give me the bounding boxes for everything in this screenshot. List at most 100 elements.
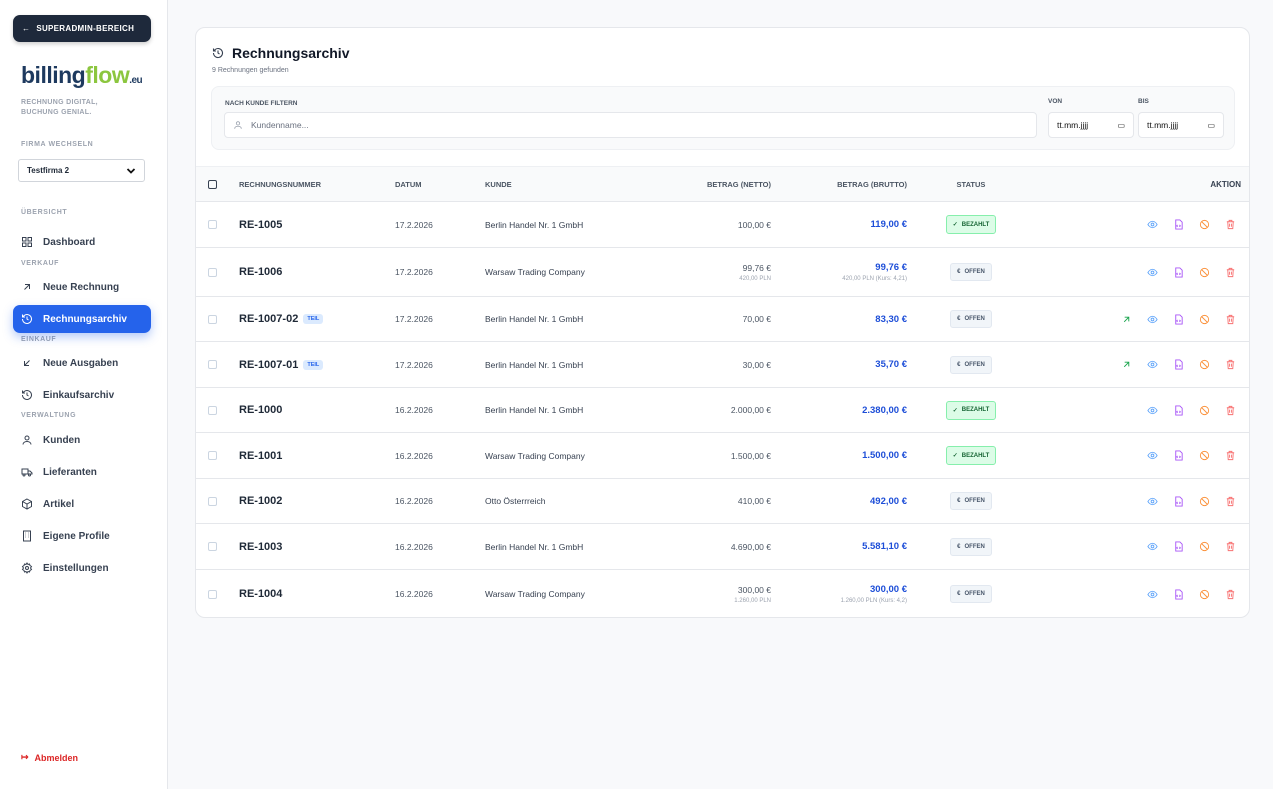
file-xml-icon[interactable] — [1173, 313, 1184, 325]
status-badge: € OFFEN — [950, 537, 992, 556]
status-text: OFFEN — [964, 269, 985, 275]
table-row: RE-1001 16.2.2026 Warsaw Trading Company… — [196, 433, 1249, 479]
invoice-number[interactable]: RE-1006 — [239, 266, 395, 278]
invoice-number[interactable]: RE-1001 — [239, 450, 395, 462]
file-xml-icon[interactable] — [1173, 541, 1184, 552]
table-row: RE-1005 17.2.2026 Berlin Handel Nr. 1 Gm… — [196, 202, 1249, 248]
cancel-icon[interactable] — [1199, 314, 1210, 325]
status-text: OFFEN — [964, 316, 985, 322]
row-checkbox[interactable] — [208, 496, 217, 506]
cancel-icon[interactable] — [1199, 541, 1210, 552]
trash-icon[interactable] — [1225, 405, 1236, 416]
sidebar-item-dashboard[interactable]: Dashboard — [13, 228, 151, 256]
firma-select[interactable]: Testfirma 2 — [18, 159, 145, 182]
cancel-icon[interactable] — [1199, 496, 1210, 507]
col-number[interactable]: RECHNUNGSNUMMER — [239, 179, 322, 189]
eye-icon[interactable] — [1147, 314, 1158, 325]
sidebar-item-lieferanten[interactable]: Lieferanten — [13, 458, 151, 486]
sidebar-item-einkaufsarchiv[interactable]: Einkaufsarchiv — [13, 381, 151, 409]
eye-icon[interactable] — [1147, 405, 1158, 416]
eye-icon[interactable] — [1147, 541, 1158, 552]
row-checkbox[interactable] — [208, 542, 217, 551]
logout-button[interactable]: ↦ Abmelden — [21, 752, 78, 763]
trash-icon[interactable] — [1225, 589, 1236, 600]
col-net[interactable]: BETRAG (NETTO) — [706, 179, 771, 189]
cancel-icon[interactable] — [1199, 405, 1210, 416]
amount-gross: 35,70 € — [875, 359, 907, 370]
amount-net: 300,00 € — [737, 584, 771, 595]
invoice-customer: Berlin Handel Nr. 1 GmbH — [485, 219, 584, 230]
title-text: Rechnungsarchiv — [232, 45, 350, 61]
cancel-icon[interactable] — [1199, 359, 1210, 370]
arrow-up-right-icon[interactable] — [1121, 359, 1132, 370]
arrow-up-right-icon[interactable] — [1121, 314, 1132, 325]
eye-icon[interactable] — [1147, 359, 1158, 370]
invoice-number[interactable]: RE-1004 — [239, 588, 395, 600]
cancel-icon[interactable] — [1199, 267, 1210, 278]
trash-icon[interactable] — [1225, 267, 1236, 278]
sidebar-item-kunden[interactable]: Kunden — [13, 426, 151, 454]
grid-icon — [22, 237, 32, 247]
cancel-icon[interactable] — [1199, 589, 1210, 600]
file-xml-icon[interactable] — [1173, 588, 1184, 600]
invoice-number[interactable]: RE-1007-01 TEIL — [239, 359, 395, 371]
trash-icon[interactable] — [1225, 496, 1236, 507]
trash-icon[interactable] — [1225, 314, 1236, 325]
row-checkbox[interactable] — [208, 360, 217, 369]
select-all-checkbox[interactable] — [208, 179, 217, 189]
row-checkbox[interactable] — [208, 589, 217, 599]
eye-icon[interactable] — [1147, 267, 1158, 278]
file-xml-icon[interactable] — [1173, 219, 1184, 230]
superadmin-button[interactable]: ← SUPERADMIN-BEREICH — [13, 15, 151, 42]
trash-icon[interactable] — [1225, 541, 1236, 552]
invoice-number[interactable]: RE-1003 — [239, 541, 395, 553]
row-checkbox[interactable] — [208, 405, 217, 415]
trash-icon[interactable] — [1225, 219, 1236, 230]
amount-net: 1.500,00 € — [730, 450, 771, 461]
row-checkbox[interactable] — [208, 314, 217, 324]
customer-filter-input[interactable]: Kundenname... — [224, 112, 1037, 138]
amount-gross-foreign: 420,00 PLN (Kurs: 4,21) — [842, 276, 907, 282]
row-checkbox[interactable] — [208, 451, 217, 460]
col-status[interactable]: STATUS — [956, 179, 986, 189]
invoice-customer: Warsaw Trading Company — [485, 589, 585, 599]
to-date-input[interactable]: tt.mm.jjjj ▭ — [1138, 112, 1224, 138]
col-date[interactable]: DATUM — [395, 179, 422, 189]
sidebar-item-einstellungen[interactable]: Einstellungen — [13, 554, 151, 582]
amount-net: 410,00 € — [737, 496, 771, 506]
sidebar-item-neue-ausgaben[interactable]: Neue Ausgaben — [13, 349, 151, 377]
sidebar-item-rechnungsarchiv[interactable]: Rechnungsarchiv — [13, 305, 151, 333]
eye-icon[interactable] — [1147, 450, 1158, 461]
partial-badge: TEIL — [303, 314, 324, 324]
trash-icon[interactable] — [1225, 359, 1236, 370]
from-date-input[interactable]: tt.mm.jjjj ▭ — [1048, 112, 1134, 138]
invoice-customer: Warsaw Trading Company — [485, 267, 585, 277]
eye-icon[interactable] — [1147, 496, 1158, 507]
invoice-number[interactable]: RE-1007-02 TEIL — [239, 313, 395, 325]
invoice-number[interactable]: RE-1000 — [239, 404, 395, 416]
trash-icon[interactable] — [1225, 450, 1236, 461]
eye-icon[interactable] — [1147, 219, 1158, 230]
status-badge: ✓ BEZAHLT — [945, 215, 997, 234]
invoice-number-text: RE-1005 — [239, 218, 283, 231]
eye-icon[interactable] — [1147, 589, 1158, 600]
status-badge: € OFFEN — [950, 310, 992, 328]
file-xml-icon[interactable] — [1173, 404, 1184, 416]
cancel-icon[interactable] — [1199, 219, 1210, 230]
file-xml-icon[interactable] — [1173, 359, 1184, 370]
col-customer[interactable]: KUNDE — [485, 179, 512, 189]
file-xml-icon[interactable] — [1173, 495, 1184, 507]
cancel-icon[interactable] — [1199, 450, 1210, 461]
sidebar-item-neue-rechnung[interactable]: Neue Rechnung — [13, 273, 151, 301]
invoice-number[interactable]: RE-1002 — [239, 495, 395, 507]
row-checkbox[interactable] — [208, 267, 217, 277]
tagline: RECHNUNG DIGITAL, BUCHUNG GENIAL. — [21, 98, 98, 118]
invoice-number[interactable]: RE-1005 — [239, 219, 395, 231]
row-checkbox[interactable] — [208, 220, 217, 229]
col-gross[interactable]: BETRAG (BRUTTO) — [837, 179, 907, 189]
file-xml-icon[interactable] — [1173, 266, 1184, 278]
invoice-number-text: RE-1000 — [239, 404, 283, 416]
sidebar-item-eigene-profile[interactable]: Eigene Profile — [13, 522, 151, 550]
file-xml-icon[interactable] — [1173, 450, 1184, 461]
sidebar-item-artikel[interactable]: Artikel — [13, 490, 151, 518]
